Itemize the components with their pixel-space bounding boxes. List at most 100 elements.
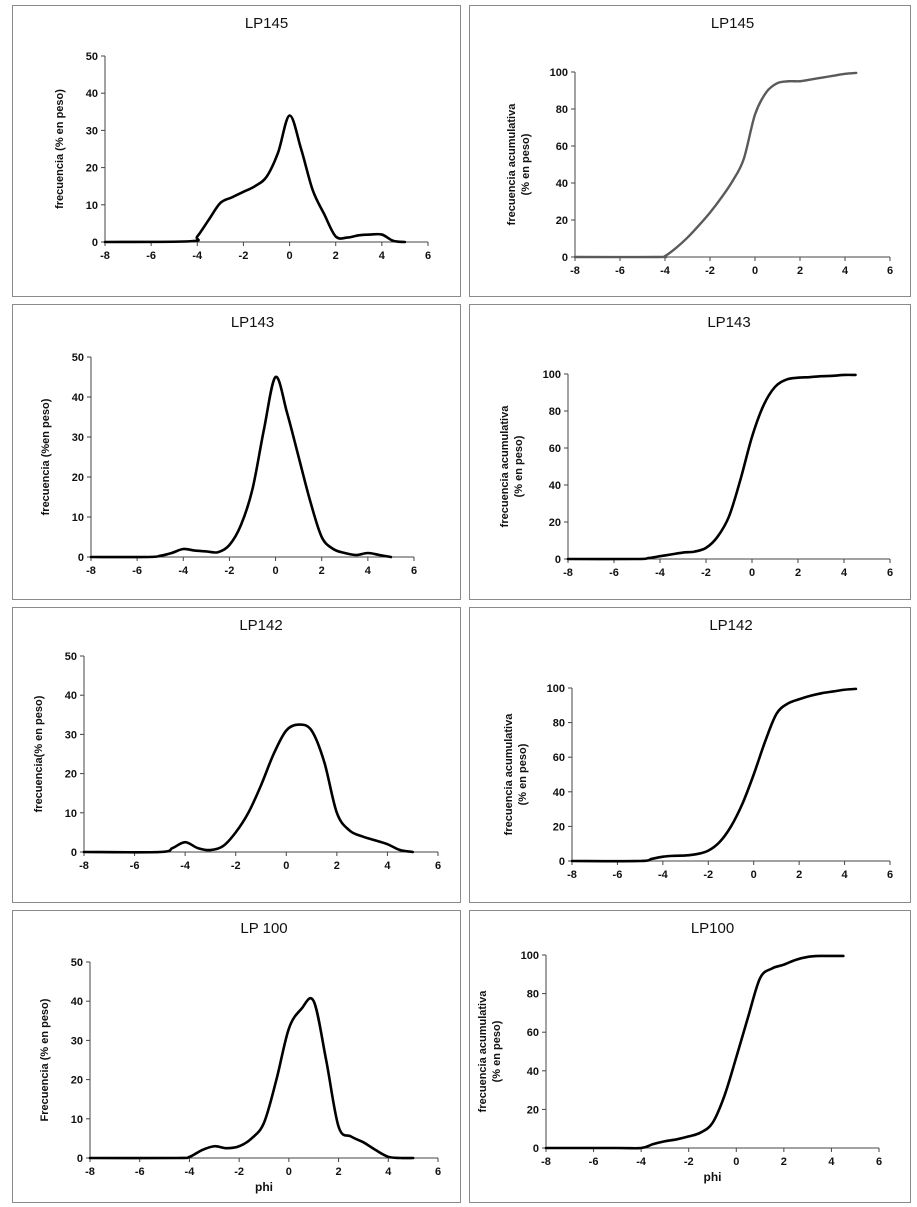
chart-svg: LP145 0 20 40 60 80 100 -8 -6 -4 -2 0 2 4 6 frecuencia … (470, 6, 910, 296)
series-line (105, 116, 405, 242)
x-tick-label: -2 (701, 567, 711, 579)
y-tick-label: 20 (65, 769, 77, 781)
chart-title: LP100 (691, 920, 734, 937)
y-tick-label: 20 (86, 163, 98, 175)
x-tick-label: 0 (751, 869, 757, 881)
y-tick-label: 60 (556, 141, 568, 153)
chart-svg: LP142 0 10 20 30 40 50 -8 -6 -4 -2 0 2 4 6 frecuencia(%… (13, 608, 460, 902)
y-tick-label: 0 (555, 554, 561, 566)
x-tick-label: -2 (234, 1166, 244, 1178)
x-tick-label: 0 (287, 250, 293, 262)
y-tick-label: 0 (92, 237, 98, 249)
x-tick-label: -8 (85, 1166, 95, 1178)
x-tick-label: 2 (319, 565, 325, 577)
y-tick-label: 100 (550, 67, 568, 79)
y-axis-label: frecuencia acumulativa (499, 405, 511, 528)
y-tick-label: 0 (78, 552, 84, 564)
y-tick-label: 40 (556, 178, 568, 190)
x-tick-label: -4 (180, 860, 191, 872)
x-tick-label: -8 (86, 565, 96, 577)
chart-panel-5: LP142 0 10 20 30 40 50 -8 -6 -4 -2 0 2 4 6 frecuencia(%… (12, 607, 461, 903)
x-tick-label: 0 (286, 1166, 292, 1178)
y-axis-label: frecuencia(% en peso) (33, 695, 45, 812)
series-line (575, 73, 856, 257)
y-tick-label: 30 (72, 432, 84, 444)
x-tick-label: -8 (100, 250, 110, 262)
y-tick-label: 20 (549, 517, 561, 529)
x-tick-label: 2 (796, 869, 802, 881)
chart-panel-6: LP142 0 20 40 60 80 100 -8 -6 -4 -2 0 2 4 6 frecuencia … (469, 607, 911, 903)
y-axis-label: frecuencia acumulativa (506, 103, 518, 226)
y-tick-label: 20 (556, 215, 568, 227)
chart-svg: LP142 0 20 40 60 80 100 -8 -6 -4 -2 0 2 4 6 frecuencia … (470, 608, 910, 902)
x-axis-label: phi (255, 1180, 273, 1194)
y-axis-label: frecuencia (%en peso) (40, 398, 52, 515)
y-axis-label: (% en peso) (491, 1020, 503, 1082)
y-tick-label: 80 (527, 989, 539, 1001)
y-tick-label: 100 (547, 683, 565, 695)
x-tick-label: 4 (385, 1166, 392, 1178)
y-tick-label: 10 (86, 200, 98, 212)
x-tick-label: -2 (703, 869, 713, 881)
x-tick-label: 2 (334, 860, 340, 872)
x-tick-label: 4 (841, 567, 848, 579)
chart-svg: LP100 0 20 40 60 80 100 -8 -6 -4 -2 0 2 4 6 frecuencia … (470, 911, 910, 1202)
x-tick-label: 6 (425, 250, 431, 262)
y-tick-label: 60 (527, 1027, 539, 1039)
x-tick-label: -4 (658, 869, 669, 881)
x-tick-label: 6 (887, 265, 893, 277)
y-tick-label: 20 (72, 472, 84, 484)
x-tick-label: -8 (567, 869, 577, 881)
x-tick-label: -2 (705, 265, 715, 277)
chart-title: LP145 (711, 15, 754, 32)
x-tick-label: 6 (435, 1166, 441, 1178)
y-axis-label: (% en peso) (520, 133, 532, 195)
chart-title: LP142 (709, 617, 752, 634)
y-tick-label: 10 (65, 808, 77, 820)
chart-panel-8: LP100 0 20 40 60 80 100 -8 -6 -4 -2 0 2 4 6 frecuencia … (469, 910, 911, 1203)
x-tick-label: -6 (135, 1166, 145, 1178)
y-tick-label: 40 (549, 480, 561, 492)
y-tick-label: 50 (72, 352, 84, 364)
x-tick-label: -4 (185, 1166, 196, 1178)
x-tick-label: 4 (365, 565, 372, 577)
y-tick-label: 40 (553, 787, 565, 799)
y-tick-label: 10 (71, 1114, 83, 1126)
y-axis-label: (% en peso) (513, 435, 525, 497)
y-tick-label: 20 (71, 1075, 83, 1087)
y-tick-label: 60 (553, 752, 565, 764)
y-tick-label: 60 (549, 443, 561, 455)
chart-panel-7: LP 100 0 10 20 30 40 50 -8 -6 -4 -2 0 2 4 6 Frecuencia … (12, 910, 461, 1203)
x-tick-label: 4 (379, 250, 386, 262)
x-tick-label: -8 (570, 265, 580, 277)
x-tick-label: -6 (615, 265, 625, 277)
y-tick-label: 30 (65, 729, 77, 741)
x-tick-label: -4 (655, 567, 666, 579)
x-axis-label: phi (704, 1170, 722, 1184)
x-tick-label: 0 (733, 1156, 739, 1168)
y-tick-label: 80 (549, 406, 561, 418)
x-tick-label: 4 (384, 860, 391, 872)
y-tick-label: 100 (543, 369, 561, 381)
y-tick-label: 40 (86, 88, 98, 100)
x-tick-label: -6 (146, 250, 156, 262)
x-tick-label: -6 (589, 1156, 599, 1168)
y-tick-label: 0 (562, 252, 568, 264)
y-tick-label: 20 (527, 1104, 539, 1116)
y-tick-label: 50 (86, 51, 98, 63)
chart-title: LP145 (245, 15, 288, 32)
y-axis-label: frecuencia acumulativa (477, 990, 489, 1113)
x-tick-label: -6 (130, 860, 140, 872)
chart-panel-1: LP145 0 10 20 30 40 50 -8 -6 -4 -2 0 2 4 6 frecuencia (… (12, 5, 461, 297)
y-tick-label: 40 (527, 1066, 539, 1078)
y-axis-label: Frecuencia (% en peso) (39, 998, 51, 1121)
chart-panel-2: LP145 0 20 40 60 80 100 -8 -6 -4 -2 0 2 4 6 frecuencia … (469, 5, 911, 297)
series-line (568, 375, 856, 559)
x-tick-label: -8 (541, 1156, 551, 1168)
x-tick-label: 0 (749, 567, 755, 579)
chart-title: LP 100 (240, 920, 287, 937)
x-tick-label: -8 (563, 567, 573, 579)
chart-panel-3: LP143 0 10 20 30 40 50 -8 -6 -4 -2 0 2 4 6 frecuencia (… (12, 304, 461, 600)
y-tick-label: 40 (71, 996, 83, 1008)
y-tick-label: 80 (556, 104, 568, 116)
